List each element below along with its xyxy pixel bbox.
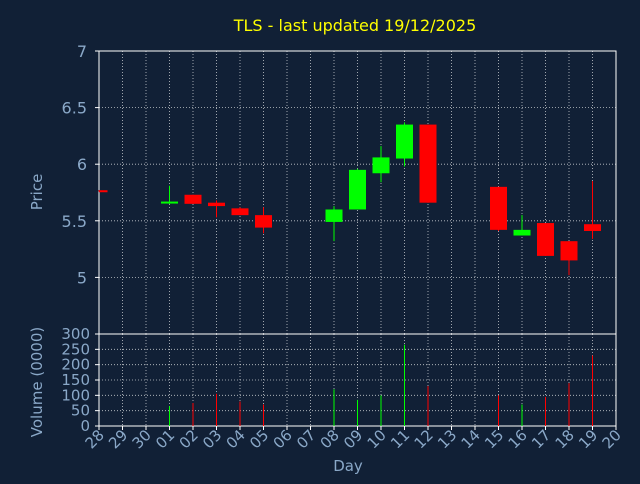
- chart-title: TLS - last updated 19/12/2025: [233, 16, 477, 35]
- candle-02: [184, 194, 202, 204]
- price-panel: 5 5.5 6 6.5 7: [62, 42, 617, 335]
- candle-body: [537, 223, 554, 256]
- x-tick-label: 02: [176, 426, 202, 452]
- price-axis-label: Price: [28, 174, 46, 211]
- volume-tick-label: 0: [80, 417, 90, 435]
- x-tick-label: 01: [152, 426, 178, 452]
- x-tick-label: 06: [270, 426, 296, 452]
- candle-body: [372, 157, 390, 174]
- x-tick-label: 17: [528, 426, 554, 452]
- x-tick-label: 11: [387, 426, 413, 452]
- volume-tick-label: 300: [61, 325, 90, 343]
- x-tick-label: 05: [246, 426, 272, 452]
- price-tick-label: 7: [77, 42, 87, 61]
- volume-tick-label: 100: [61, 386, 90, 404]
- candle-body: [584, 224, 601, 231]
- candle-15: [490, 186, 507, 231]
- x-tick-label: 14: [458, 426, 484, 452]
- x-tick-label: 13: [434, 426, 460, 452]
- x-tick-label: 30: [129, 426, 155, 452]
- volume-tick-label: 150: [61, 371, 90, 389]
- candle-body: [490, 186, 507, 230]
- candle-body: [560, 241, 578, 261]
- candle-12: [419, 124, 437, 203]
- x-axis: 2829300102030405060708091011121314151617…: [82, 426, 625, 452]
- candle-body: [349, 169, 366, 210]
- candle-04: [231, 207, 249, 216]
- volume-tick-label: 200: [61, 356, 90, 374]
- candle-body: [161, 201, 178, 204]
- candle-body: [396, 124, 413, 159]
- price-tick-label: 5: [77, 268, 87, 287]
- candle-body: [419, 124, 437, 203]
- candle-05: [255, 207, 272, 234]
- candle-body: [208, 202, 225, 207]
- x-tick-label: 12: [411, 426, 437, 452]
- x-axis-label: Day: [333, 457, 363, 475]
- x-tick-label: 08: [317, 426, 343, 452]
- candle-body: [99, 190, 108, 193]
- candle-body: [325, 209, 343, 222]
- candle-09: [349, 168, 366, 210]
- candle-body: [184, 194, 202, 204]
- price-tick-label: 6.5: [62, 99, 87, 118]
- x-tick-label: 04: [223, 426, 249, 452]
- x-tick-label: 19: [575, 426, 601, 452]
- x-tick-label: 10: [364, 426, 390, 452]
- volume-axis-label: Volume (0000): [28, 327, 46, 437]
- price-tick-label: 5.5: [62, 212, 87, 231]
- x-tick-label: 29: [105, 426, 131, 452]
- candle-03: [208, 200, 225, 218]
- candle-16: [513, 215, 531, 236]
- candle-01: [161, 185, 178, 204]
- x-tick-label: 16: [505, 426, 531, 452]
- volume-tick-label: 250: [61, 340, 90, 358]
- x-tick-label: 07: [293, 426, 319, 452]
- candle-body: [231, 208, 249, 216]
- candle-19: [584, 181, 601, 239]
- x-tick-label: 09: [340, 426, 366, 452]
- x-tick-label: 15: [481, 426, 507, 452]
- volume-tick-label: 50: [71, 402, 90, 420]
- candle-10: [372, 146, 390, 183]
- candle-17: [537, 223, 554, 256]
- candle-18: [560, 241, 578, 276]
- price-tick-label: 6: [77, 155, 87, 174]
- x-tick-label: 20: [599, 426, 625, 452]
- candle-08: [325, 206, 343, 242]
- x-tick-label: 18: [552, 426, 578, 452]
- x-tick-label: 03: [199, 426, 225, 452]
- candle-11: [396, 122, 413, 167]
- candle-body: [255, 215, 272, 228]
- candle-body: [513, 229, 531, 236]
- candle-28: [98, 190, 108, 193]
